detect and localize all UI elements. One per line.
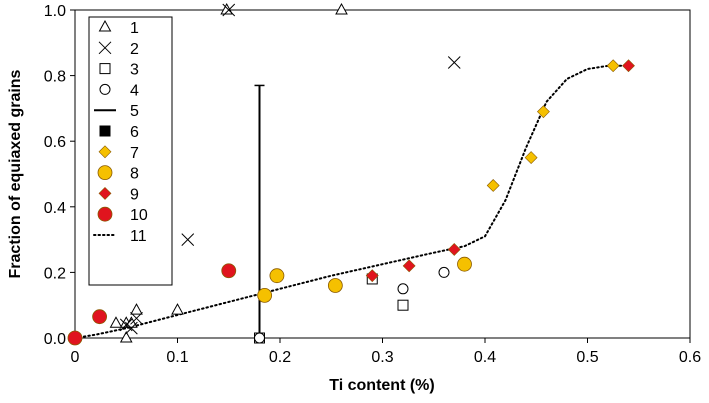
legend-item: 1 xyxy=(98,19,139,37)
x-tick-label: 0.2 xyxy=(269,349,291,366)
x-tick-label: 0.4 xyxy=(474,349,496,366)
data-marks xyxy=(67,2,635,346)
legend-label: 3 xyxy=(130,62,139,79)
legend-swatch xyxy=(97,206,113,222)
legend-item: 10 xyxy=(97,206,148,224)
legend-item: 9 xyxy=(98,186,139,203)
data-point-series-1 xyxy=(130,303,143,315)
legend-swatch xyxy=(99,83,111,95)
data-point-series-4 xyxy=(254,332,265,344)
data-point-series-7 xyxy=(606,59,620,73)
legend-label: 9 xyxy=(130,186,139,203)
legend-label: 4 xyxy=(130,82,139,99)
data-point-series-2 xyxy=(181,233,195,246)
data-point-series-2 xyxy=(130,311,143,325)
y-tick-label: 0.4 xyxy=(44,200,66,217)
legend-swatch xyxy=(98,186,112,200)
legend-item: 2 xyxy=(98,41,139,58)
legend-item: 5 xyxy=(94,103,139,120)
axes: 0 0.1 0.2 0.3 0.4 0.5 0.6 0.0 0.2 0.4 0.6 0.8 1.0 xyxy=(44,3,701,366)
data-point-series-7 xyxy=(524,151,538,165)
data-point-series-9 xyxy=(622,59,635,73)
legend-label: 2 xyxy=(130,41,139,58)
legend-label: 10 xyxy=(130,207,148,224)
y-tick-label: 0.8 xyxy=(44,69,66,86)
legend-label: 11 xyxy=(130,228,147,245)
data-point-series-1 xyxy=(171,303,184,315)
legend-item: 4 xyxy=(99,82,139,99)
x-tick-label: 0.5 xyxy=(576,349,598,366)
legend-item: 7 xyxy=(98,145,139,162)
legend-item: 3 xyxy=(99,62,139,79)
legend-label: 7 xyxy=(130,145,139,162)
data-point-series-4 xyxy=(438,266,450,278)
data-point-series-10 xyxy=(221,263,237,279)
x-axis-title: Ti content (%) xyxy=(329,377,434,394)
legend-swatch xyxy=(98,145,112,159)
data-point-series-8 xyxy=(457,256,472,272)
y-axis-title: Fraction of equiaxed grains xyxy=(7,69,24,278)
legend-swatch xyxy=(97,165,113,181)
y-tick-label: 0.2 xyxy=(44,265,66,282)
data-point-series-2 xyxy=(447,56,461,69)
legend-item: 8 xyxy=(97,165,139,183)
data-point-series-10 xyxy=(67,330,83,346)
x-tick-label: 0.6 xyxy=(679,349,701,366)
legend-label: 6 xyxy=(130,124,139,141)
data-point-series-1 xyxy=(119,330,133,343)
data-point-series-8 xyxy=(257,287,273,303)
x-tick-label: 0.3 xyxy=(371,349,393,366)
legend: 1 2 3 4 5 6 7 8 9 10 11 xyxy=(88,16,173,286)
data-point-series-8 xyxy=(269,268,285,284)
legend-item: 6 xyxy=(99,124,139,141)
legend-swatch xyxy=(98,19,112,32)
y-tick-label: 0.6 xyxy=(44,134,66,151)
data-point-series-2 xyxy=(125,321,138,335)
legend-label: 1 xyxy=(130,20,139,37)
data-point-series-3 xyxy=(397,299,409,311)
data-point-series-9 xyxy=(402,259,416,273)
legend-swatch xyxy=(99,125,111,137)
data-point-series-7 xyxy=(486,179,500,192)
x-tick-label: 0.1 xyxy=(166,349,188,366)
data-point-series-8 xyxy=(327,278,343,293)
data-point-series-10 xyxy=(92,309,107,325)
legend-label: 5 xyxy=(130,103,139,120)
y-tick-label: 1.0 xyxy=(44,3,66,20)
legend-label: 8 xyxy=(130,166,139,183)
data-point-series-2 xyxy=(222,3,236,17)
data-point-series-4 xyxy=(397,283,409,295)
data-point-series-1 xyxy=(335,2,348,15)
y-tick-label: 0.0 xyxy=(44,331,66,348)
legend-swatch xyxy=(99,63,111,75)
data-point-series-7 xyxy=(537,105,550,119)
data-point-series-1 xyxy=(109,316,123,328)
x-tick-label: 0 xyxy=(71,349,80,366)
data-point-series-9 xyxy=(447,243,461,256)
legend-item: 11 xyxy=(93,228,147,245)
legend-swatch xyxy=(98,41,112,55)
data-point-series-9 xyxy=(365,269,379,283)
